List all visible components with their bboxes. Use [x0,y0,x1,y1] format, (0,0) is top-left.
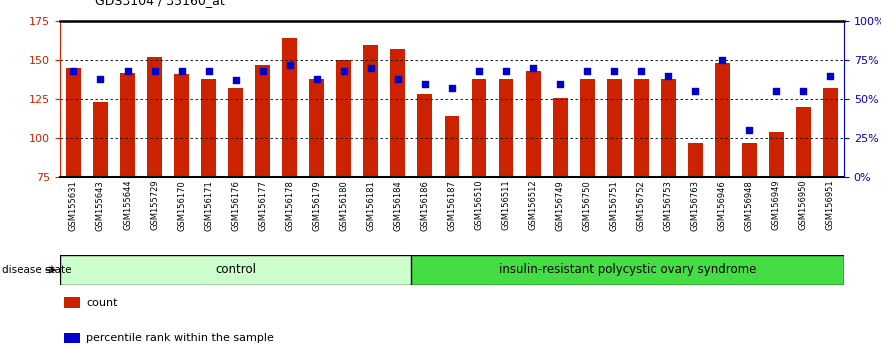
Bar [445,116,459,177]
Point [824,73,838,79]
Bar [390,49,405,177]
Bar [688,143,703,177]
Text: percentile rank within the sample: percentile rank within the sample [86,333,274,343]
Point [796,88,811,94]
Point [769,88,783,94]
Point [553,81,567,86]
Point [310,76,324,82]
Bar [607,79,622,177]
Point [662,73,676,79]
Point [121,68,135,74]
Point [607,68,621,74]
Bar [309,79,324,177]
Bar [66,68,81,177]
Point [391,76,405,82]
Bar [201,79,216,177]
Point [526,65,540,71]
Bar [228,88,243,177]
Bar [147,57,162,177]
Bar [174,74,189,177]
Point [715,57,729,63]
Point [364,65,378,71]
Bar [742,143,757,177]
Bar [661,79,676,177]
Bar [93,102,107,177]
Bar [499,79,514,177]
Point [445,85,459,91]
Bar [411,255,844,285]
Point [255,68,270,74]
Bar [418,95,433,177]
Bar [633,79,648,177]
Point [147,68,161,74]
Bar [363,45,378,177]
Bar [255,65,270,177]
Point [418,81,432,86]
Point [228,78,242,83]
Bar [337,60,352,177]
Point [93,76,107,82]
Bar [60,255,411,285]
Bar [769,132,784,177]
Bar [471,79,486,177]
Bar [714,63,729,177]
Bar [580,79,595,177]
Point [499,68,513,74]
Point [688,88,702,94]
Point [580,68,594,74]
Point [174,68,189,74]
Point [66,68,80,74]
Text: count: count [86,298,118,308]
Point [337,68,351,74]
Text: disease state: disease state [2,265,71,275]
Text: control: control [215,263,256,276]
Point [743,127,757,133]
Bar [552,98,567,177]
Point [283,62,297,68]
Point [472,68,486,74]
Point [202,68,216,74]
Point [634,68,648,74]
Bar [823,88,838,177]
Bar [796,107,811,177]
Text: insulin-resistant polycystic ovary syndrome: insulin-resistant polycystic ovary syndr… [499,263,757,276]
Text: GDS3104 / 35160_at: GDS3104 / 35160_at [95,0,225,7]
Bar [120,73,135,177]
Bar [282,38,297,177]
Bar [526,71,541,177]
